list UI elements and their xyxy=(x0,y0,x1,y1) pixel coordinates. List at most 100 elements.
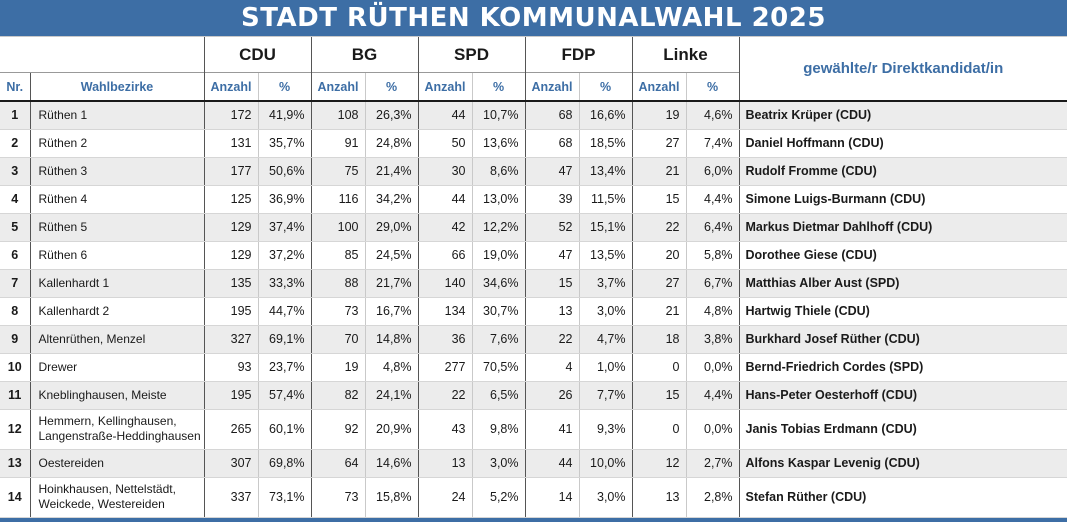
cdu-percent: 73,1% xyxy=(257,477,311,518)
spd-percent: 5,2% xyxy=(471,477,525,518)
spd-percent: 8,6% xyxy=(471,157,525,186)
district-name: Kallenhardt 1 xyxy=(29,269,204,298)
district-name: Kneblinghausen, Meiste xyxy=(29,381,204,410)
linke-percent: 6,0% xyxy=(685,157,739,186)
fdp-percent: 1,0% xyxy=(578,353,632,382)
cdu-percent: 33,3% xyxy=(257,269,311,298)
bg-percent: 14,6% xyxy=(364,449,418,478)
table-row: 8 Kallenhardt 2 195 44,7% 73 16,7% 134 30,7% 13 3… xyxy=(0,297,1067,326)
bg-count: 75 xyxy=(310,157,365,186)
linke-percent: 5,8% xyxy=(685,241,739,270)
bg-count: 82 xyxy=(310,381,365,410)
table-row: 14 Hoinkhausen, Nettelstädt, Weickede, We… xyxy=(0,477,1067,518)
page-title: STADT RÜTHEN KOMMUNALWAHL 2025 xyxy=(0,0,1067,36)
table-row: 10 Drewer 93 23,7% 19 4,8% 277 70,5% 4 1,0% 0 0,0% B… xyxy=(0,353,1067,382)
linke-count: 22 xyxy=(631,213,686,242)
election-results-table: CDU BG SPD FDP Linke gewählte/r Direktka… xyxy=(0,36,1067,518)
cdu-percent: 57,4% xyxy=(257,381,311,410)
spd-count: 140 xyxy=(417,269,472,298)
cdu-count: 327 xyxy=(203,325,258,354)
spd-percent: 6,5% xyxy=(471,381,525,410)
cdu-count: 195 xyxy=(203,297,258,326)
elected-candidate: Beatrix Krüper (CDU) xyxy=(738,101,1067,130)
party-header-bg: BG xyxy=(310,36,418,73)
linke-percent: 2,7% xyxy=(685,449,739,478)
linke-count: 15 xyxy=(631,185,686,214)
bg-count: 108 xyxy=(310,101,365,130)
bg-percent: 14,8% xyxy=(364,325,418,354)
bg-count: 85 xyxy=(310,241,365,270)
fdp-percent: 3,0% xyxy=(578,297,632,326)
party-header-spd: SPD xyxy=(417,36,525,73)
header-blank-cell xyxy=(0,36,204,73)
fdp-percent: 10,0% xyxy=(578,449,632,478)
table-row: 7 Kallenhardt 1 135 33,3% 88 21,7% 140 34,6% 15 3… xyxy=(0,269,1067,298)
linke-percent: 2,8% xyxy=(685,477,739,518)
fdp-percent: 16,6% xyxy=(578,101,632,130)
spd-count: 277 xyxy=(417,353,472,382)
elected-candidate: Rudolf Fromme (CDU) xyxy=(738,157,1067,186)
table-row: 9 Altenrüthen, Menzel 327 69,1% 70 14,8% 36 7,6… xyxy=(0,325,1067,354)
bg-percent: 20,9% xyxy=(364,409,418,450)
linke-percent: 0,0% xyxy=(685,409,739,450)
count-column-header: Anzahl xyxy=(310,72,365,102)
table-row: 2 Rüthen 2 131 35,7% 91 24,8% 50 13,6% 68 18,5% 27… xyxy=(0,129,1067,158)
bg-count: 64 xyxy=(310,449,365,478)
linke-percent: 6,7% xyxy=(685,269,739,298)
nr-column-header: Nr. xyxy=(0,72,30,102)
fdp-percent: 7,7% xyxy=(578,381,632,410)
fdp-percent: 4,7% xyxy=(578,325,632,354)
bg-percent: 21,7% xyxy=(364,269,418,298)
cdu-count: 125 xyxy=(203,185,258,214)
district-column-header: Wahlbezirke xyxy=(29,72,204,102)
district-name: Rüthen 1 xyxy=(29,101,204,130)
fdp-percent: 9,3% xyxy=(578,409,632,450)
cdu-percent: 69,1% xyxy=(257,325,311,354)
spd-percent: 13,6% xyxy=(471,129,525,158)
linke-count: 18 xyxy=(631,325,686,354)
table-row: 11 Kneblinghausen, Meiste 195 57,4% 82 24,1% 2… xyxy=(0,381,1067,410)
spd-percent: 70,5% xyxy=(471,353,525,382)
district-name: Rüthen 2 xyxy=(29,129,204,158)
spd-count: 44 xyxy=(417,185,472,214)
results-body: 1 Rüthen 1 172 41,9% 108 26,3% 44 10,7% 68 16,6% 1… xyxy=(0,101,1067,518)
district-name: Altenrüthen, Menzel xyxy=(29,325,204,354)
linke-percent: 3,8% xyxy=(685,325,739,354)
linke-percent: 6,4% xyxy=(685,213,739,242)
cdu-percent: 36,9% xyxy=(257,185,311,214)
bg-percent: 24,5% xyxy=(364,241,418,270)
cdu-percent: 35,7% xyxy=(257,129,311,158)
fdp-count: 68 xyxy=(524,101,579,130)
table-row: 1 Rüthen 1 172 41,9% 108 26,3% 44 10,7% 68 16,6% 1… xyxy=(0,101,1067,130)
fdp-count: 68 xyxy=(524,129,579,158)
district-name: Rüthen 3 xyxy=(29,157,204,186)
district-number: 3 xyxy=(0,157,30,186)
spd-count: 44 xyxy=(417,101,472,130)
spd-percent: 9,8% xyxy=(471,409,525,450)
district-name: Oestereiden xyxy=(29,449,204,478)
spd-percent: 13,0% xyxy=(471,185,525,214)
bg-percent: 4,8% xyxy=(364,353,418,382)
spd-percent: 19,0% xyxy=(471,241,525,270)
fdp-percent: 13,5% xyxy=(578,241,632,270)
fdp-count: 52 xyxy=(524,213,579,242)
cdu-percent: 44,7% xyxy=(257,297,311,326)
linke-count: 0 xyxy=(631,353,686,382)
cdu-percent: 41,9% xyxy=(257,101,311,130)
count-column-header: Anzahl xyxy=(524,72,579,102)
fdp-count: 4 xyxy=(524,353,579,382)
bg-percent: 24,1% xyxy=(364,381,418,410)
percent-column-header: % xyxy=(364,72,418,102)
spd-percent: 10,7% xyxy=(471,101,525,130)
elected-candidate: Simone Luigs-Burmann (CDU) xyxy=(738,185,1067,214)
percent-column-header: % xyxy=(471,72,525,102)
elected-candidate: Markus Dietmar Dahlhoff (CDU) xyxy=(738,213,1067,242)
district-name: Kallenhardt 2 xyxy=(29,297,204,326)
cdu-count: 131 xyxy=(203,129,258,158)
cdu-percent: 60,1% xyxy=(257,409,311,450)
count-column-header: Anzahl xyxy=(203,72,258,102)
linke-percent: 4,8% xyxy=(685,297,739,326)
bg-percent: 16,7% xyxy=(364,297,418,326)
spd-count: 42 xyxy=(417,213,472,242)
linke-count: 21 xyxy=(631,157,686,186)
